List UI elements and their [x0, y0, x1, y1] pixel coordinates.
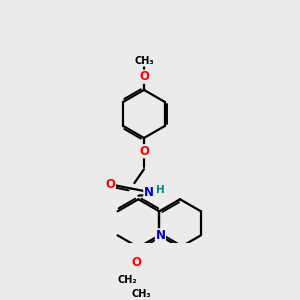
- Text: O: O: [139, 145, 149, 158]
- Text: CH₃: CH₃: [131, 289, 151, 299]
- Text: CH₂: CH₂: [118, 275, 137, 285]
- Text: N: N: [144, 186, 154, 199]
- Text: N: N: [155, 229, 165, 242]
- Text: CH₃: CH₃: [134, 56, 154, 66]
- Text: O: O: [139, 70, 149, 83]
- Text: H: H: [156, 185, 165, 195]
- Text: O: O: [131, 256, 141, 269]
- Text: O: O: [105, 178, 115, 191]
